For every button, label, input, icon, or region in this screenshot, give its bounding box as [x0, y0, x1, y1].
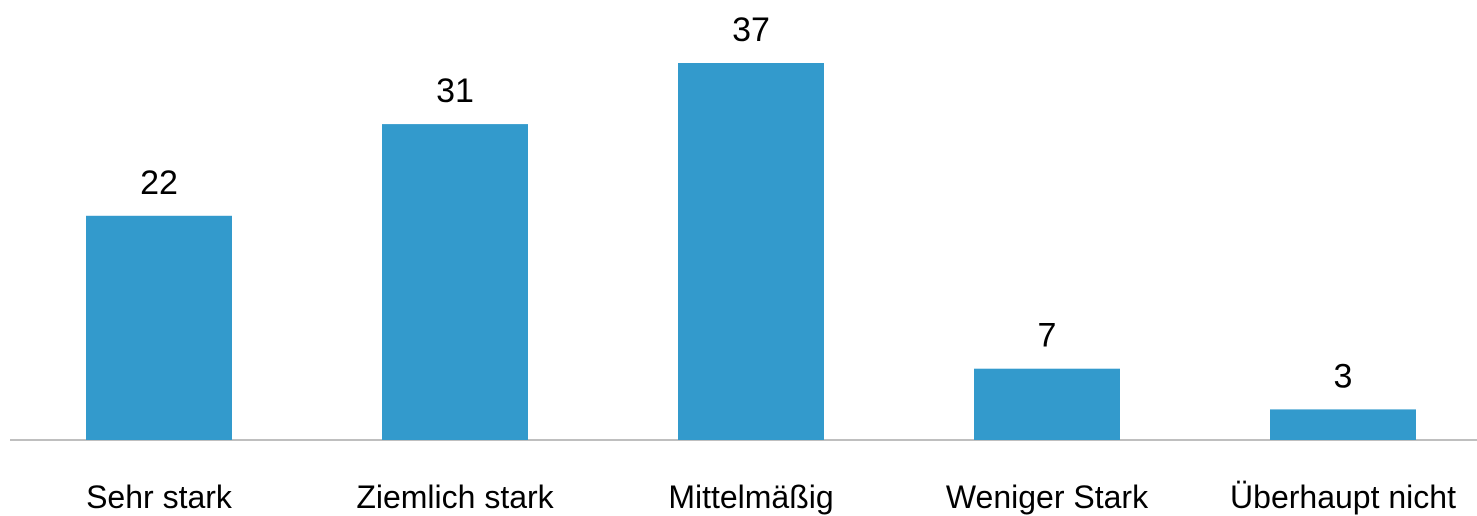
- bar: [86, 215, 232, 440]
- category-label: Weniger Stark: [946, 479, 1149, 515]
- data-label: 22: [140, 164, 178, 202]
- bar: [974, 368, 1120, 440]
- bar: [382, 124, 528, 440]
- category-labels-group: Sehr stark Ziemlich stark Mittelmäßig Wenig…: [86, 479, 1456, 515]
- category-label: Überhaupt nicht: [1230, 479, 1456, 515]
- data-label: 31: [436, 72, 474, 110]
- category-label: Ziemlich stark: [356, 479, 554, 515]
- bar: [1270, 409, 1416, 440]
- bars-group: [86, 63, 1416, 440]
- bar: [678, 63, 824, 440]
- category-label: Mittelmäßig: [668, 479, 833, 515]
- data-label: 3: [1334, 357, 1353, 395]
- data-label: 37: [732, 11, 770, 49]
- data-label: 7: [1038, 317, 1057, 355]
- data-labels-group: 22 31 37 7 3: [140, 11, 1352, 395]
- category-label: Sehr stark: [86, 479, 233, 515]
